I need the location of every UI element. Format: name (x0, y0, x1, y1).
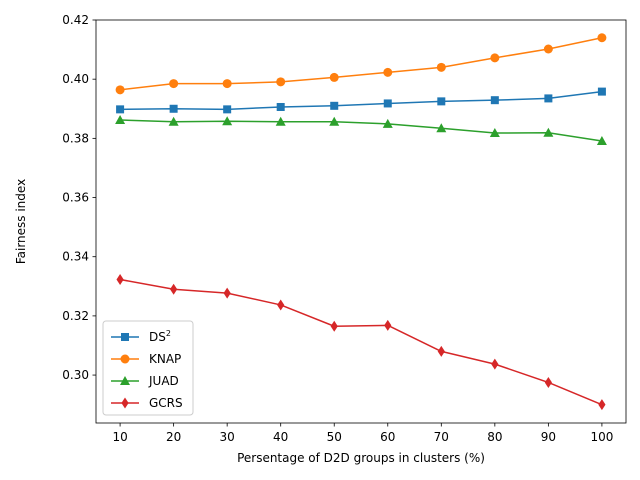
y-tick-label: 0.38 (62, 131, 89, 145)
data-point-juad (436, 123, 447, 133)
data-point-knap (329, 72, 339, 82)
series-juad (115, 115, 607, 146)
data-point-knap (222, 79, 232, 89)
legend-item-gcrs: GCRS (111, 396, 183, 410)
data-point-juad (489, 128, 500, 138)
data-point-ds (437, 97, 446, 106)
x-tick-label: 30 (220, 430, 235, 444)
data-point-ds (116, 105, 125, 114)
x-tick-label: 60 (380, 430, 395, 444)
legend-label-superscript: 2 (166, 329, 171, 338)
data-point-knap (490, 53, 500, 63)
y-tick-label: 0.32 (62, 309, 89, 323)
data-point-ds (490, 96, 499, 105)
series-line-ds (120, 90, 603, 111)
data-point-juad (596, 136, 607, 146)
data-point-ds (330, 101, 339, 110)
data-point-knap (436, 62, 446, 72)
plot-area (115, 33, 607, 411)
data-point-juad (168, 116, 179, 126)
legend-label: GCRS (149, 396, 183, 410)
x-tick-label: 70 (434, 430, 449, 444)
data-point-gcrs (544, 376, 552, 388)
data-point-ds (597, 87, 606, 96)
y-axis-label: Fairness index (14, 179, 28, 264)
x-tick-label: 90 (541, 430, 556, 444)
series-ds (116, 87, 606, 114)
data-point-knap (276, 77, 286, 87)
series-gcrs (116, 273, 606, 411)
data-point-juad (222, 116, 233, 126)
y-tick-label: 0.42 (62, 13, 89, 27)
data-point-gcrs (223, 287, 231, 299)
data-point-gcrs (330, 320, 338, 332)
data-point-knap (383, 67, 393, 77)
legend: DS2 KNAP JUAD GCRS (102, 320, 194, 416)
data-point-knap (115, 85, 125, 95)
legend-item-knap: KNAP (111, 352, 181, 366)
legend-marker (121, 397, 129, 409)
data-point-gcrs (116, 273, 124, 285)
data-point-ds (223, 105, 232, 114)
data-point-ds (169, 104, 178, 113)
legend-item-juad: JUAD (111, 374, 179, 388)
x-tick-label: 10 (112, 430, 127, 444)
legend-marker (121, 333, 129, 341)
legend-box (102, 320, 194, 416)
plot-frame (95, 19, 627, 424)
series-line-gcrs (119, 278, 603, 406)
data-point-knap (597, 33, 607, 43)
y-tick-label: 0.36 (62, 191, 89, 205)
data-point-gcrs (491, 358, 499, 370)
x-axis-label: Persentage of D2D groups in clusters (%) (237, 451, 485, 465)
axes: 10 20 30 40 50 60 70 80 90 100 0.30 0.32 0.34 0.36 0.3… (62, 13, 627, 444)
data-point-gcrs (437, 345, 445, 357)
series-line-juad (120, 119, 603, 142)
legend-label: KNAP (149, 352, 181, 366)
data-point-juad (329, 116, 340, 126)
data-point-ds (544, 94, 553, 103)
series-line-knap (120, 37, 603, 91)
data-point-gcrs (170, 283, 178, 295)
legend-label: DS2 (149, 329, 171, 344)
data-point-juad (382, 118, 393, 128)
x-tick-label: 20 (166, 430, 181, 444)
data-point-knap (543, 44, 553, 54)
data-point-ds (383, 99, 392, 108)
legend-label: JUAD (148, 374, 179, 388)
data-point-juad (115, 115, 126, 125)
y-tick-label: 0.40 (62, 72, 89, 86)
data-point-gcrs (384, 319, 392, 331)
x-tick-label: 80 (487, 430, 502, 444)
x-tick-label: 50 (327, 430, 342, 444)
data-point-gcrs (598, 399, 606, 411)
data-point-juad (543, 127, 554, 137)
legend-marker (120, 354, 130, 364)
data-point-gcrs (277, 299, 285, 311)
x-tick-label: 100 (590, 430, 613, 444)
x-tick-label: 40 (273, 430, 288, 444)
data-point-ds (276, 102, 285, 111)
series-knap (115, 33, 607, 95)
data-point-knap (169, 79, 179, 89)
legend-item-ds: DS2 (111, 329, 171, 344)
legend-marker (120, 376, 130, 385)
y-tick-label: 0.30 (62, 368, 89, 382)
data-point-juad (275, 116, 286, 126)
y-tick-label: 0.34 (62, 250, 89, 264)
